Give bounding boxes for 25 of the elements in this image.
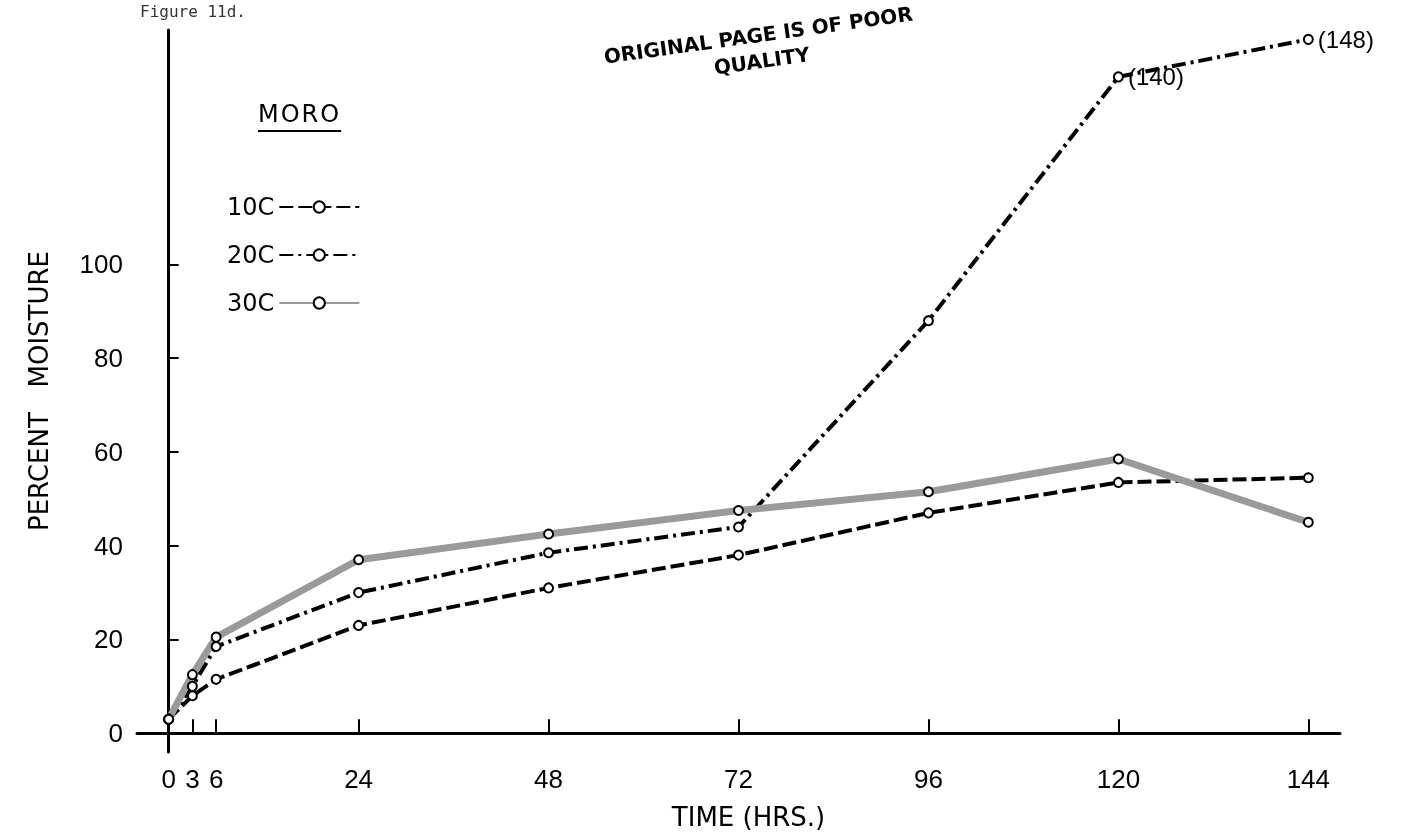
y-tick-label: 80 bbox=[94, 343, 123, 374]
legend-label: 10C bbox=[227, 193, 275, 221]
annotation: ORIGINAL PAGE IS OF POOR QUALITY bbox=[601, 0, 916, 82]
y-tick-label: 100 bbox=[79, 249, 123, 280]
y-tick-label: 60 bbox=[94, 436, 123, 467]
caption: Figure 11d. bbox=[140, 2, 246, 21]
y-tick-label: 0 bbox=[108, 718, 123, 749]
legend-title: MORO bbox=[258, 100, 342, 128]
y-tick-label: 20 bbox=[94, 624, 123, 655]
x-axis-title: TIME (HRS.) bbox=[670, 802, 826, 832]
data-label: (140) bbox=[1127, 63, 1184, 91]
y-tick-label: 40 bbox=[94, 530, 123, 561]
x-tick-label: 48 bbox=[534, 764, 564, 794]
y-axis-title: PERCENT MOISTURE bbox=[24, 250, 54, 532]
x-tick-label: 144 bbox=[1286, 764, 1331, 794]
data-label: (148) bbox=[1317, 25, 1374, 53]
x-tick-label: 96 bbox=[913, 764, 943, 794]
x-tick-label: 6 bbox=[208, 764, 224, 794]
legend-label: 20C bbox=[227, 241, 275, 269]
legend-label: 30C bbox=[227, 289, 275, 317]
x-tick-label: 72 bbox=[724, 764, 753, 794]
x-tick-label: 120 bbox=[1096, 764, 1141, 794]
x-tick-label: 24 bbox=[344, 764, 374, 794]
x-tick-label: 3 bbox=[185, 764, 200, 794]
x-tick-label: 0 bbox=[161, 764, 176, 794]
